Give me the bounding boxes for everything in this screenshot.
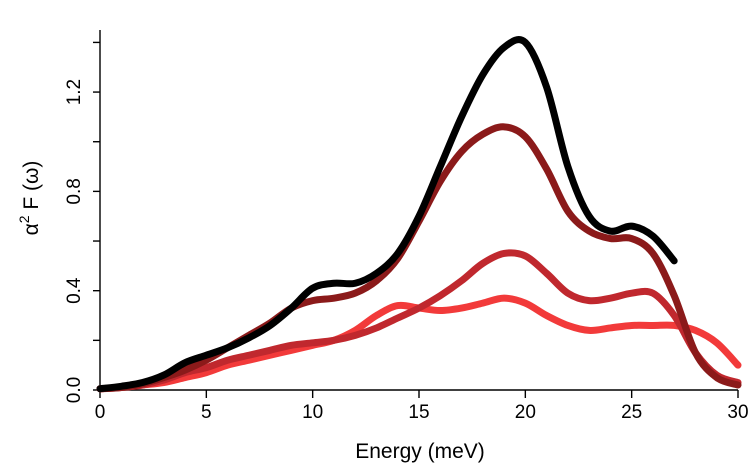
x-tick-label: 15 [408,402,429,423]
series-line-dark-red [96,123,742,393]
y-tick-label: 0.4 [64,277,85,304]
x-tick-label: 20 [515,402,536,423]
y-tick-label: 0.8 [64,178,85,204]
x-tick-label: 0 [95,402,106,423]
axes: 0 5 10 15 20 25 30 0.0 0.4 0.8 1.2 [64,30,749,423]
y-tick-label: 0.0 [64,377,85,403]
series-line-black [96,36,678,393]
x-tick-label: 10 [302,402,323,423]
series-group [96,36,742,393]
series-line-medium-red [96,249,742,393]
x-tick-label: 30 [727,402,748,423]
y-axis-title-alpha: α [20,223,43,235]
x-tick-label: 25 [621,402,642,423]
y-axis-title-superscript: 2 [16,215,32,223]
y-axis-title: α2 F (ω) [16,161,43,236]
x-tick-label: 5 [201,402,212,423]
y-tick-label: 1.2 [64,79,85,105]
x-axis-title: Energy (meV) [355,440,485,463]
y-axis-title-rest: F (ω) [20,161,43,216]
